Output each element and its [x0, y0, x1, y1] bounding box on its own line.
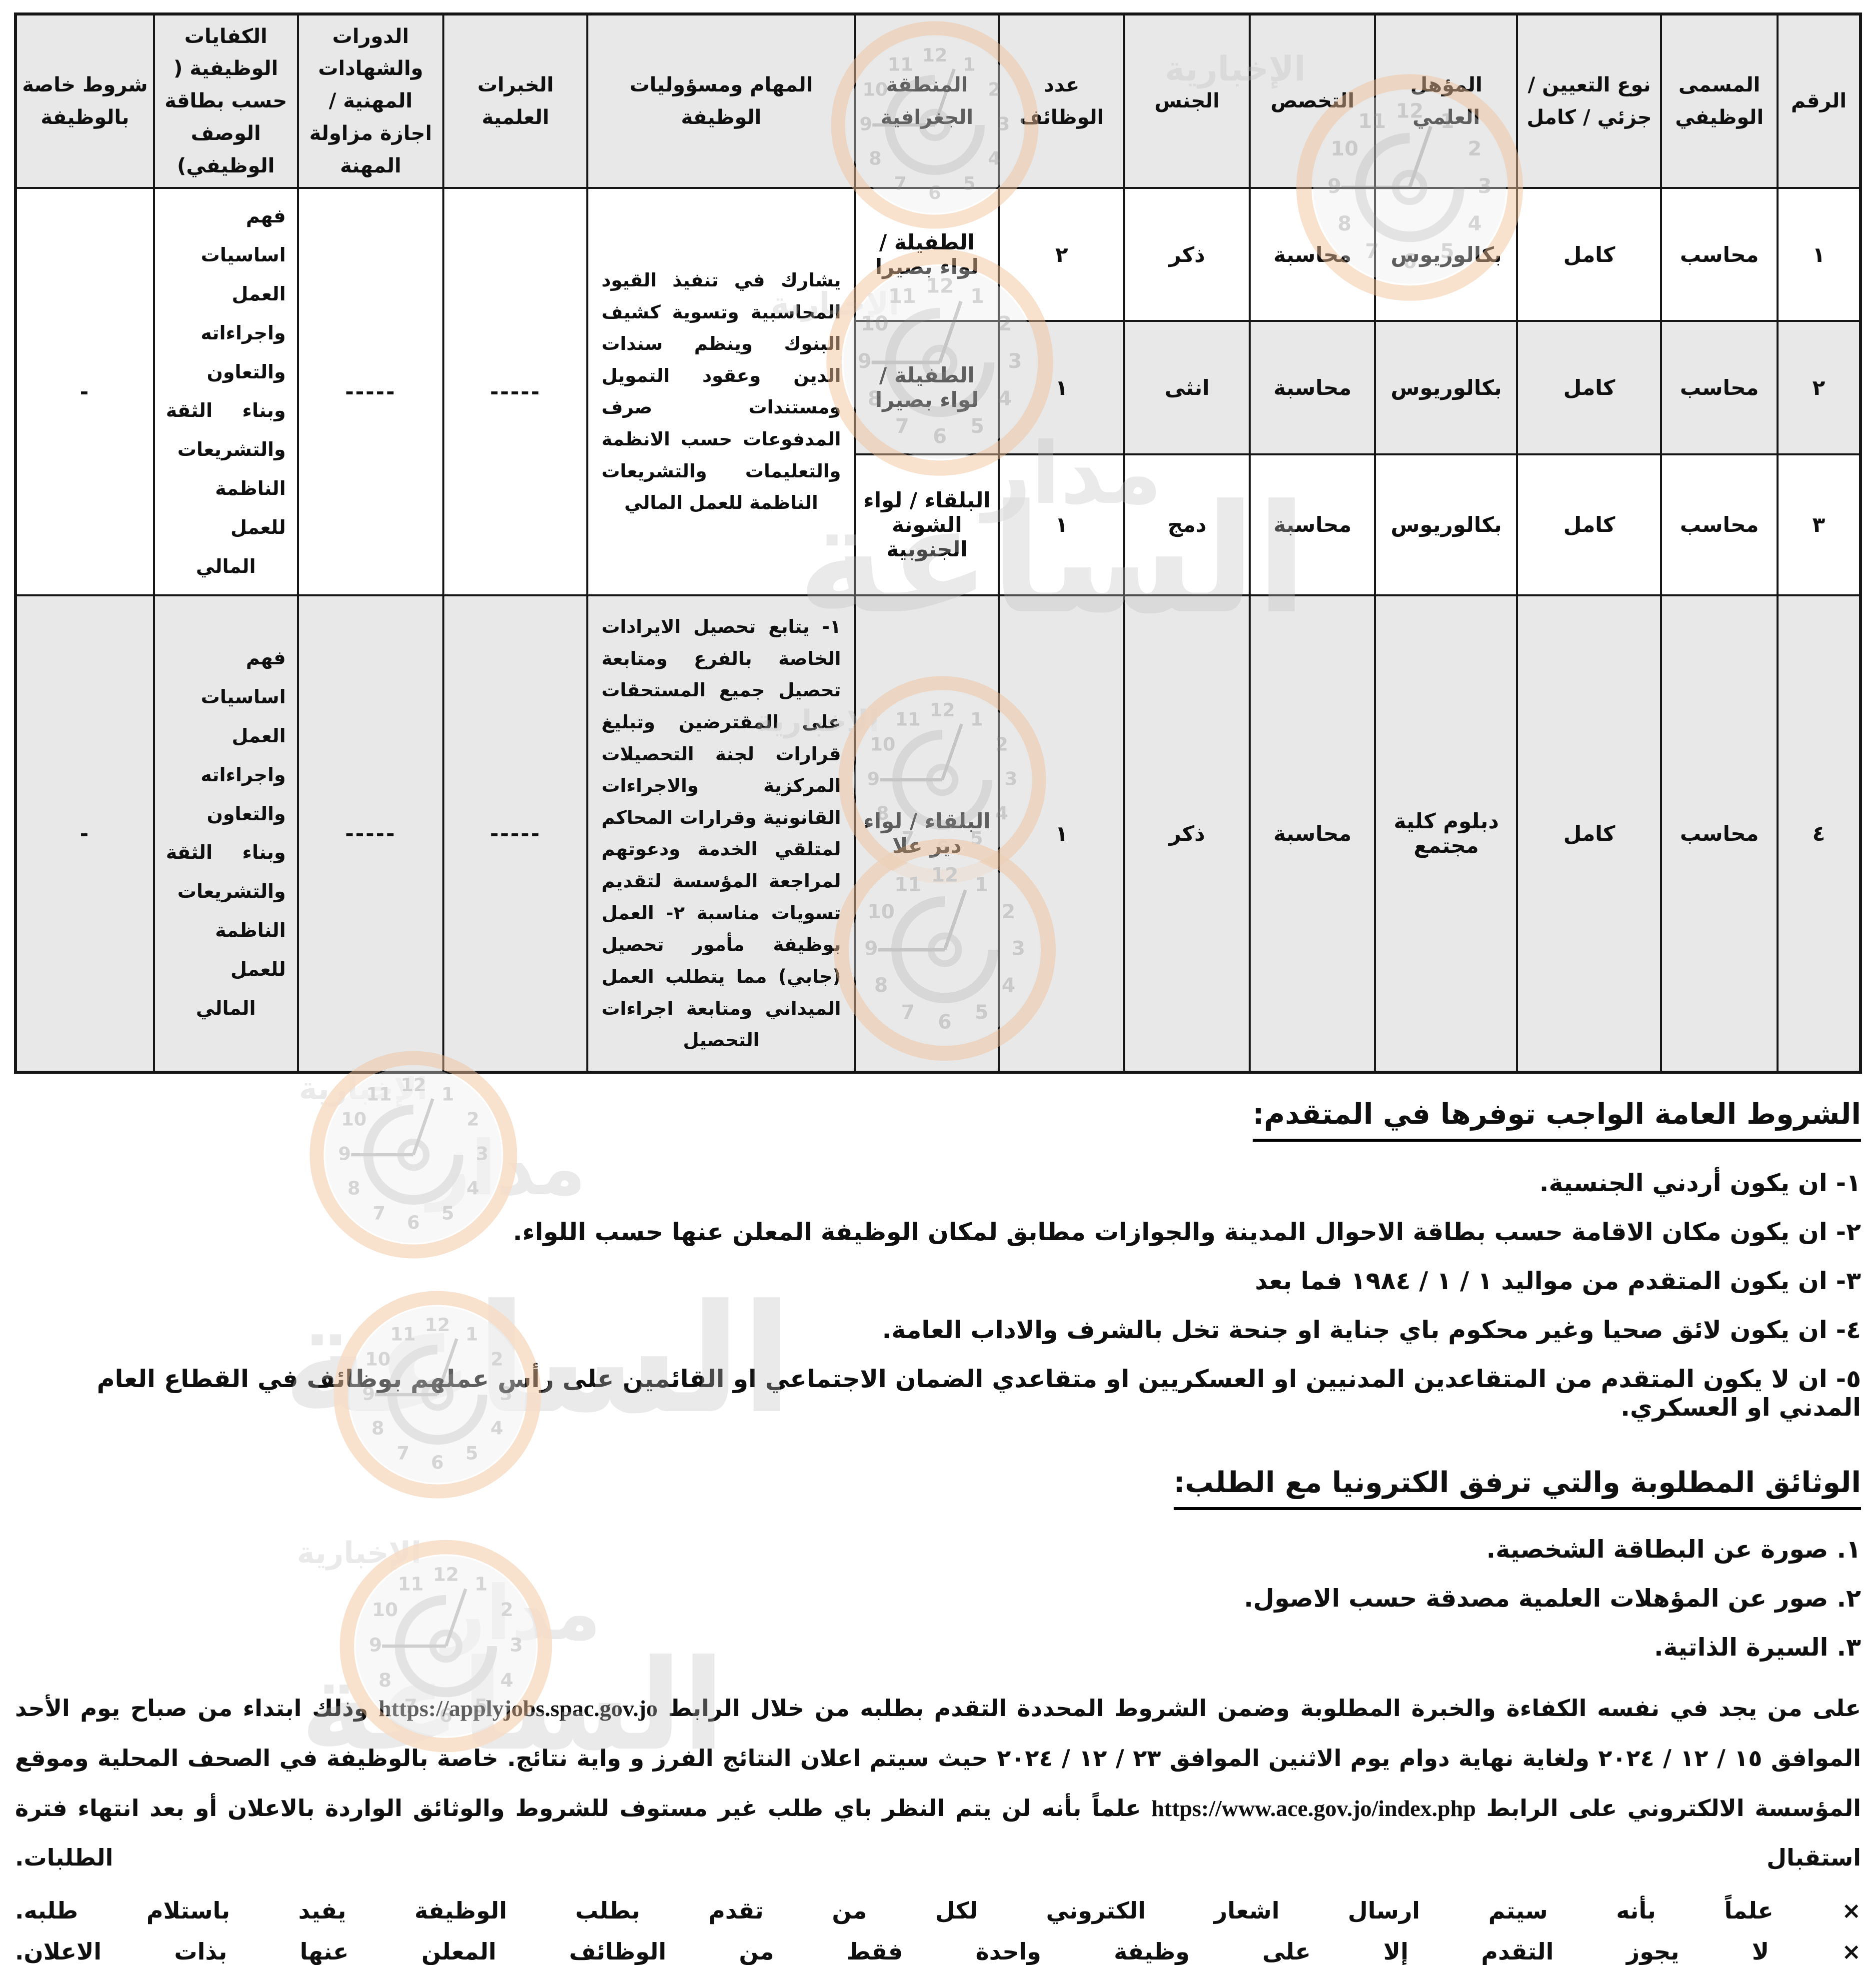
cell-region: الطفيلة / لواء بصيرا	[854, 320, 1000, 455]
cell-courses: -----	[296, 594, 445, 1073]
note-item: × علماً بأنه سيتم ارسال اشعار الكتروني ل…	[15, 1897, 1861, 1925]
cell-specialization: محاسبة	[1249, 186, 1377, 322]
apply-url: https://applyjobs.spac.gov.jo	[378, 1695, 658, 1721]
cell-competencies: فهم اساسيات العمل واجراءاته والتعاون وبن…	[152, 594, 299, 1073]
cell-courses: -----	[296, 187, 445, 596]
col-job-title: المسمى الوظيفي	[1660, 13, 1779, 189]
cell-number: ٣	[1776, 453, 1862, 596]
cell-job-title: محاسب	[1660, 453, 1779, 596]
col-competencies: الكفايات الوظيفية ( حسب بطاقة الوصف الوظ…	[152, 13, 299, 189]
col-appointment-type: نوع التعيين / جزئي / كامل	[1516, 13, 1663, 189]
cell-qualification: بكالوريوس	[1374, 320, 1519, 455]
cell-vacancies: ١	[998, 594, 1126, 1073]
table-row: ٢ محاسب كامل بكالوريوس محاسبة انثى ١ الط…	[15, 320, 1862, 455]
cell-gender: انثى	[1123, 320, 1251, 455]
document-item: ١. صورة عن البطاقة الشخصية.	[1486, 1535, 1861, 1564]
col-qualification: المؤهل العلمي	[1374, 13, 1519, 189]
cell-specialization: محاسبة	[1249, 594, 1377, 1073]
closing-text: على من يجد في نفسه الكفاءة والخبرة المطل…	[657, 1694, 1861, 1722]
documents-list: ١. صورة عن البطاقة الشخصية. ٢. صور عن ال…	[15, 1535, 1861, 1662]
general-conditions-list: ١- ان يكون أردني الجنسية. ٢- ان يكون مكا…	[15, 1169, 1861, 1422]
cell-number: ٢	[1776, 320, 1862, 455]
cell-specialization: محاسبة	[1249, 320, 1377, 455]
cell-experience: -----	[442, 594, 589, 1073]
table-header-row: الرقم المسمى الوظيفي نوع التعيين / جزئي …	[14, 13, 1862, 189]
cell-experience: -----	[442, 187, 589, 596]
condition-item: ٢- ان يكون مكان الاقامة حسب بطاقة الاحوا…	[513, 1217, 1861, 1246]
condition-item: ١- ان يكون أردني الجنسية.	[1539, 1168, 1861, 1197]
document-item: ٣. السيرة الذاتية.	[1654, 1633, 1861, 1662]
col-special-conditions: شروط خاصة بالوظيفة	[14, 13, 155, 189]
col-region: المنطقة الجغرافية	[854, 13, 1000, 189]
cell-specialization: محاسبة	[1249, 453, 1377, 596]
document-item: ٢. صور عن المؤهلات العلمية مصدقة حسب الا…	[1244, 1584, 1861, 1613]
cell-gender: ذكر	[1123, 594, 1251, 1073]
website-url: https://www.ace.gov.jo/index.php	[1151, 1795, 1476, 1821]
cell-appointment-type: كامل	[1516, 453, 1663, 596]
col-specialization: التخصص	[1249, 13, 1377, 189]
documents-title: الوثائق المطلوبة والتي ترفق الكترونيا مع…	[1173, 1466, 1861, 1510]
general-conditions-title: الشروط العامة الواجب توفرها في المتقدم:	[1252, 1098, 1861, 1142]
announcement-body: الشروط العامة الواجب توفرها في المتقدم: …	[0, 1074, 1876, 1965]
col-number: الرقم	[1776, 13, 1862, 189]
cell-number: ١	[1776, 186, 1862, 322]
col-courses: الدورات والشهادات المهنية / اجازة مزاولة…	[296, 13, 445, 189]
col-duties: المهام ومسؤوليات الوظيفة	[586, 13, 856, 189]
col-experience: الخبرات العلمية	[442, 13, 589, 189]
cell-job-title: محاسب	[1660, 320, 1779, 455]
cell-qualification: بكالوريوس	[1374, 453, 1519, 596]
col-gender: الجنس	[1123, 13, 1251, 189]
cell-competencies: فهم اساسيات العمل واجراءاته والتعاون وبن…	[152, 187, 299, 596]
cell-region: البلقاء / لواء الشونة الجنوبية	[854, 453, 1000, 596]
cell-duties: ١- يتابع تحصيل الايرادات الخاصة بالفرع و…	[586, 594, 856, 1073]
cell-appointment-type: كامل	[1516, 594, 1663, 1073]
cell-job-title: محاسب	[1660, 186, 1779, 322]
application-instructions: على من يجد في نفسه الكفاءة والخبرة المطل…	[15, 1684, 1861, 1883]
table-row: ١ محاسب كامل بكالوريوس محاسبة ذكر ٢ الطف…	[14, 186, 1862, 596]
col-vacancies: عدد الوظائف	[998, 13, 1126, 189]
cell-duties: يشارك في تنفيذ القيود المحاسبية وتسوية ك…	[586, 187, 856, 596]
cell-gender: دمج	[1123, 453, 1251, 596]
cell-qualification: بكالوريوس	[1374, 186, 1519, 322]
condition-item: ٥- ان لا يكون المتقدم من المتقاعدين المد…	[96, 1364, 1861, 1422]
condition-item: ٤- ان يكون لائق صحيا وغير محكوم باي جناي…	[882, 1315, 1861, 1344]
cell-number: ٤	[1776, 594, 1862, 1073]
cell-job-title: محاسب	[1660, 594, 1779, 1073]
cell-special-conditions: -	[14, 594, 155, 1073]
cell-gender: ذكر	[1123, 186, 1251, 322]
cell-vacancies: ١	[998, 320, 1126, 455]
cell-region: الطفيلة / لواء بصيرا	[854, 186, 1000, 322]
cell-region: البلقاء / لواء دير علا	[854, 594, 1000, 1073]
condition-item: ٣- ان يكون المتقدم من مواليد ١ / ١ / ١٩٨…	[1255, 1266, 1861, 1295]
cell-appointment-type: كامل	[1516, 186, 1663, 322]
table-row: ٣ محاسب كامل بكالوريوس محاسبة دمج ١ البل…	[15, 453, 1862, 596]
cell-qualification: دبلوم كلية مجتمع	[1374, 594, 1519, 1073]
jobs-table: الرقم المسمى الوظيفي نوع التعيين / جزئي …	[14, 12, 1862, 1074]
cell-special-conditions: -	[14, 187, 155, 596]
cell-vacancies: ٢	[998, 186, 1126, 322]
table-row: ٤ محاسب كامل دبلوم كلية مجتمع محاسبة ذكر…	[14, 594, 1862, 1073]
note-item: × لا يجوز التقدم إلا على وظيفة واحدة فقط…	[15, 1938, 1861, 1965]
cell-appointment-type: كامل	[1516, 320, 1663, 455]
cell-vacancies: ١	[998, 453, 1126, 596]
